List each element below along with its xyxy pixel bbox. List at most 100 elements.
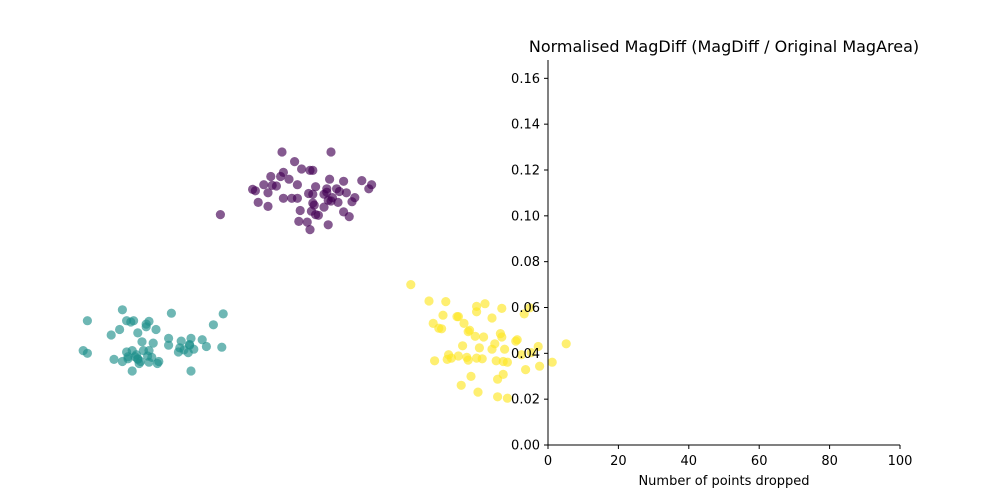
y-tick-label-0: 0.00 (511, 439, 540, 454)
y-tick-label-2: 0.04 (511, 347, 540, 362)
scatter-point-0-10 (325, 174, 335, 184)
scatter-point-2-7 (525, 303, 535, 313)
scatter-point-2-9 (438, 310, 448, 320)
x-tick-label-2: 40 (681, 454, 698, 469)
scatter-point-0-0 (277, 147, 287, 157)
scatter-panel (78, 147, 571, 403)
scatter-point-0-33 (278, 193, 288, 203)
scatter-point-0-44 (319, 202, 329, 212)
x-axis-title: Number of points dropped (638, 474, 809, 489)
scatter-point-0-51 (344, 212, 354, 222)
scatter-point-1-10 (141, 322, 151, 332)
y-axis: 0.00 0.02 0.04 0.06 0.08 0.10 0.12 0.14 0.16 (511, 60, 549, 454)
y-tick-label-5: 0.10 (511, 209, 540, 224)
scatter-point-0-40 (333, 197, 343, 207)
scatter-point-2-12 (487, 313, 497, 323)
scatter-point-2-5 (497, 303, 507, 313)
scatter-point-1-9 (208, 320, 218, 330)
scatter-point-0-48 (215, 210, 225, 220)
scatter-point-2-40 (442, 354, 452, 364)
scatter-point-2-23 (479, 332, 489, 342)
scatter-point-2-55 (502, 393, 512, 403)
scatter-point-1-36 (173, 347, 183, 357)
scatter-point-1-49 (144, 357, 154, 367)
x-tick-label-3: 60 (751, 454, 768, 469)
scatter-point-0-3 (297, 164, 307, 174)
scatter-point-1-53 (186, 366, 196, 376)
y-tick-label-7: 0.14 (511, 118, 540, 133)
scatter-point-2-47 (535, 361, 545, 371)
scatter-point-0-52 (294, 216, 304, 226)
plot-title: Normalised MagDiff (MagDiff / Original M… (529, 37, 919, 56)
scatter-point-1-43 (109, 354, 119, 364)
scatter-point-2-35 (453, 351, 463, 361)
scatter-point-0-39 (253, 197, 263, 207)
scatter-point-1-25 (217, 342, 227, 352)
scatter-point-0-53 (302, 217, 312, 227)
scatter-point-2-8 (519, 309, 529, 319)
scatter-point-2-54 (493, 392, 503, 402)
scatter-point-2-19 (463, 327, 473, 337)
scatter-point-2-2 (441, 297, 451, 307)
scatter-point-2-6 (472, 307, 482, 317)
scatter-point-0-9 (284, 174, 294, 184)
scatter-point-2-29 (500, 344, 510, 354)
scatter-point-1-12 (151, 324, 161, 335)
scatter-point-0-14 (259, 180, 269, 190)
scatter-point-1-19 (137, 337, 147, 347)
scatter-point-1-2 (218, 309, 228, 319)
x-axis: 0 20 40 60 80 100 (544, 444, 913, 469)
scatter-point-1-20 (148, 338, 158, 348)
scatter-point-1-35 (183, 348, 193, 358)
scatter-point-2-31 (561, 339, 571, 349)
scatter-point-2-20 (470, 331, 480, 341)
scatter-point-0-27 (263, 188, 273, 198)
scatter-point-2-0 (406, 280, 416, 290)
x-tick-label-5: 100 (888, 454, 913, 469)
scatter-point-2-44 (430, 356, 440, 366)
scatter-point-2-13 (459, 318, 469, 328)
y-tick-label-4: 0.08 (511, 255, 540, 270)
scatter-point-1-23 (164, 340, 174, 350)
scatter-point-0-38 (347, 197, 357, 207)
y-tick-label-1: 0.02 (511, 393, 540, 408)
scatter-point-2-39 (477, 354, 487, 364)
scatter-point-0-24 (334, 186, 344, 197)
scatter-point-0-1 (326, 147, 336, 157)
scatter-point-1-0 (117, 305, 127, 315)
y-tick-label-8: 0.16 (511, 72, 540, 87)
scatter-point-2-28 (487, 344, 497, 354)
scatter-point-2-42 (491, 356, 501, 366)
scatter-point-0-37 (326, 196, 336, 206)
scatter-point-2-3 (480, 299, 490, 309)
scatter-point-0-15 (292, 180, 302, 190)
scatter-point-0-5 (305, 165, 315, 175)
scatter-point-2-53 (473, 387, 483, 397)
scatter-point-0-55 (305, 225, 315, 235)
scatter-point-1-17 (197, 335, 207, 345)
line-plot-panel: Normalised MagDiff (MagDiff / Original M… (511, 37, 919, 489)
scatter-point-0-18 (311, 182, 321, 192)
scatter-point-2-33 (516, 350, 527, 360)
scatter-point-2-32 (526, 348, 536, 358)
scatter-point-1-14 (106, 330, 116, 340)
scatter-point-1-3 (82, 316, 92, 326)
scatter-point-1-52 (127, 366, 137, 376)
scatter-point-0-12 (339, 176, 349, 186)
scatter-point-1-16 (164, 333, 174, 343)
scatter-point-0-35 (292, 193, 302, 203)
scatter-point-2-26 (458, 341, 468, 351)
scatter-point-2-41 (463, 355, 473, 365)
scatter-point-1-7 (126, 317, 136, 327)
scatter-point-0-8 (276, 171, 286, 182)
scatter-point-1-24 (201, 341, 211, 352)
scatter-point-2-11 (453, 312, 463, 322)
scatter-point-2-48 (521, 365, 531, 375)
scatter-point-2-16 (437, 324, 447, 334)
scatter-point-0-21 (364, 184, 374, 194)
scatter-point-2-24 (511, 336, 521, 346)
scatter-point-1-34 (82, 348, 92, 358)
y-tick-label-3: 0.06 (511, 301, 540, 316)
scatter-point-1-51 (152, 358, 162, 369)
scatter-point-0-11 (357, 176, 367, 186)
